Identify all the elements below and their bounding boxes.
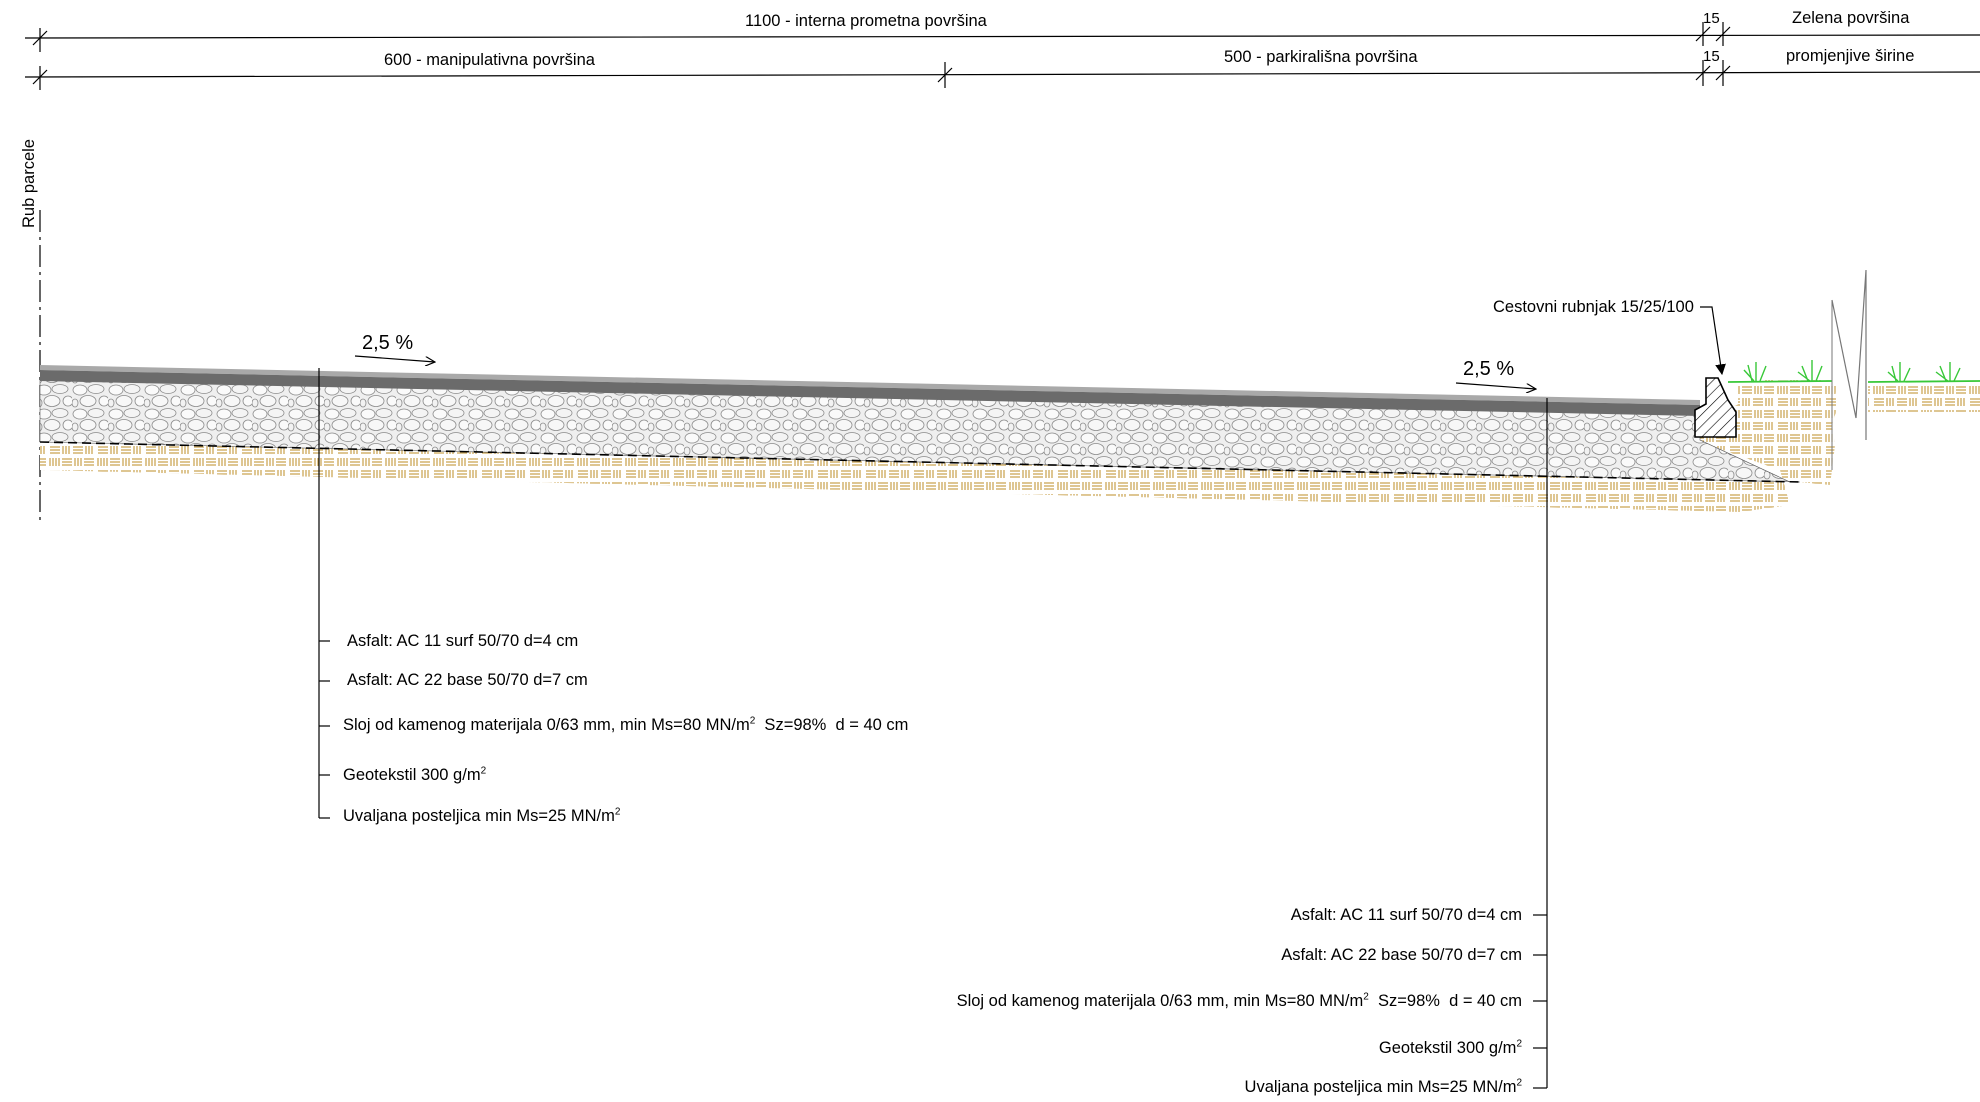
rub-parcele-label: Rub parcele <box>20 139 38 228</box>
right-layer-5: Uvaljana posteljica min Ms=25 MN/m2 <box>1244 1077 1522 1096</box>
curb-stone <box>1694 377 1737 438</box>
left-layer-5: Uvaljana posteljica min Ms=25 MN/m2 <box>343 806 621 825</box>
left-layer-3: Sloj od kamenog materijala 0/63 mm, min … <box>343 715 909 734</box>
curb-label: Cestovni rubnjak 15/25/100 <box>1493 298 1694 316</box>
dim-promjenjive-sirine: promjenjive širine <box>1786 47 1915 65</box>
right-layer-2: Asfalt: AC 22 base 50/70 d=7 cm <box>1281 946 1522 964</box>
dim-parkiralisna: 500 - parkirališna površina <box>1224 48 1418 66</box>
left-layer-1: Asfalt: AC 11 surf 50/70 d=4 cm <box>347 632 579 650</box>
break-line-zigzag <box>1831 269 1867 440</box>
dimension-chain <box>24 22 1980 90</box>
dim-curb-width-bottom: 15 <box>1703 48 1720 65</box>
slope-arrow-left <box>354 355 435 362</box>
slope-arrow-right <box>1455 382 1536 389</box>
slope-label-left: 2,5 % <box>362 332 414 354</box>
dim-interna-prometna: 1100 - interna prometna površina <box>745 12 987 30</box>
dim-manipulativna: 600 - manipulativna površina <box>384 51 595 69</box>
right-layer-1: Asfalt: AC 11 surf 50/70 d=4 cm <box>1290 906 1522 924</box>
right-layer-4: Geotekstil 300 g/m2 <box>1378 1038 1522 1057</box>
dim-curb-width-top: 15 <box>1703 10 1720 27</box>
left-layer-leaders <box>318 368 330 819</box>
left-layer-2: Asfalt: AC 22 base 50/70 d=7 cm <box>347 671 588 689</box>
dim-zelena-povrsina: Zelena površina <box>1792 9 1910 27</box>
right-layer-3: Sloj od kamenog materijala 0/63 mm, min … <box>956 991 1522 1010</box>
left-layer-4: Geotekstil 300 g/m2 <box>343 765 487 784</box>
subgrade-soil <box>40 380 1838 512</box>
curb-leader-line <box>1700 306 1726 376</box>
slope-label-right: 2,5 % <box>1463 358 1515 380</box>
right-layer-leaders <box>1533 398 1548 1089</box>
asphalt-base-layer <box>40 370 1700 416</box>
asphalt-surface-layer <box>40 365 1700 405</box>
green-area <box>1727 360 1980 422</box>
